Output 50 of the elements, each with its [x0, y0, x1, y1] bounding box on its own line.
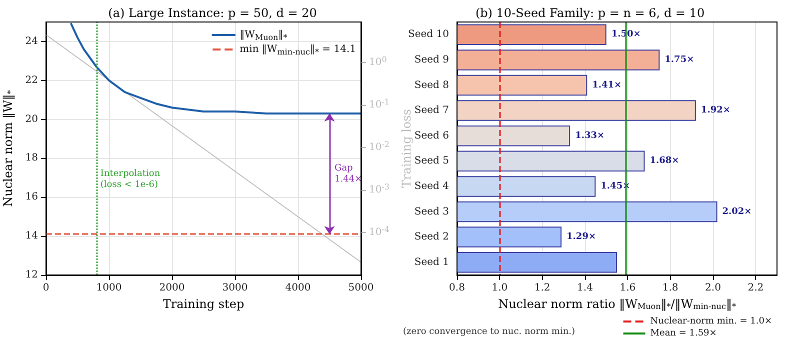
data-label: 1.33× — [575, 130, 605, 141]
x-tick-label: 2000 — [159, 282, 185, 294]
y-tick-label: Seed 7 — [414, 105, 449, 116]
data-label: 1.68× — [650, 156, 680, 166]
data-label: 2.02× — [722, 206, 752, 217]
annotation: Interpolation (loss < 1e-6) — [100, 169, 160, 190]
x-tick-label: 1.2 — [534, 282, 550, 294]
x-axis-title: Nuclear norm ratio ‖WMuon‖*/‖Wmin-nuc‖* — [498, 296, 736, 311]
line-series — [70, 22, 362, 114]
y-tick-label: Seed 10 — [408, 29, 449, 40]
x-tick-label: 2.0 — [705, 282, 721, 294]
x-tick-label: 1000 — [96, 282, 122, 294]
y-tick-label: Seed 6 — [414, 130, 449, 142]
y-axis-title: Nuclear norm ‖W‖* — [0, 90, 15, 207]
data-label: 1.75× — [664, 54, 694, 65]
y-tick-label: 16 — [25, 192, 38, 203]
y-tick-label: Seed 9 — [414, 54, 449, 66]
data-label: 1.92× — [700, 106, 730, 116]
y-tick-label: Seed 3 — [414, 206, 449, 218]
y-tick-label: Seed 1 — [414, 256, 449, 268]
x-tick-label: 5000 — [348, 282, 374, 294]
y-tick-label: Seed 2 — [414, 232, 449, 243]
y-tick-label: 24 — [25, 36, 38, 47]
data-label: 1.29× — [566, 232, 596, 242]
x-tick-label: 0 — [42, 282, 50, 294]
data-label: 1.41× — [592, 80, 622, 90]
chart-title: (a) Large Instance: p = 50, d = 20 — [108, 6, 317, 20]
y-tick-label: Seed 8 — [414, 80, 449, 91]
y2-axis-title: Training loss — [399, 109, 414, 188]
y-tick-label: 18 — [25, 152, 38, 164]
x-tick-label: 4000 — [285, 282, 311, 294]
annotation: Gap 1.44× — [334, 163, 362, 184]
x-tick-label: 1.0 — [492, 282, 508, 294]
x-tick-label: 1.8 — [662, 282, 678, 294]
y-tick-label: Seed 5 — [414, 156, 449, 167]
x-tick-label: 1.4 — [577, 282, 593, 294]
chart-title: (b) 10-Seed Family: p = n = 6, d = 10 — [475, 6, 705, 20]
legend-label: Mean = 1.59× — [650, 328, 717, 338]
legend-label: Nuclear-norm min. = 1.0× — [650, 316, 772, 326]
y-tick-label: 12 — [25, 270, 38, 280]
y-tick-label: 20 — [25, 114, 38, 125]
y-tick-label: Seed 4 — [414, 180, 449, 192]
text: (zero convergence to nuc. norm min.) — [403, 327, 575, 337]
x-tick-label: 3000 — [222, 282, 248, 294]
x-axis-title: Training step — [162, 296, 244, 311]
x-tick-label: 0.8 — [449, 282, 465, 294]
x-tick-label: 2.2 — [748, 282, 764, 294]
y-tick-label: 14 — [25, 230, 38, 242]
x-tick-label: 1.6 — [620, 282, 636, 294]
y-tick-label: 22 — [25, 74, 38, 86]
